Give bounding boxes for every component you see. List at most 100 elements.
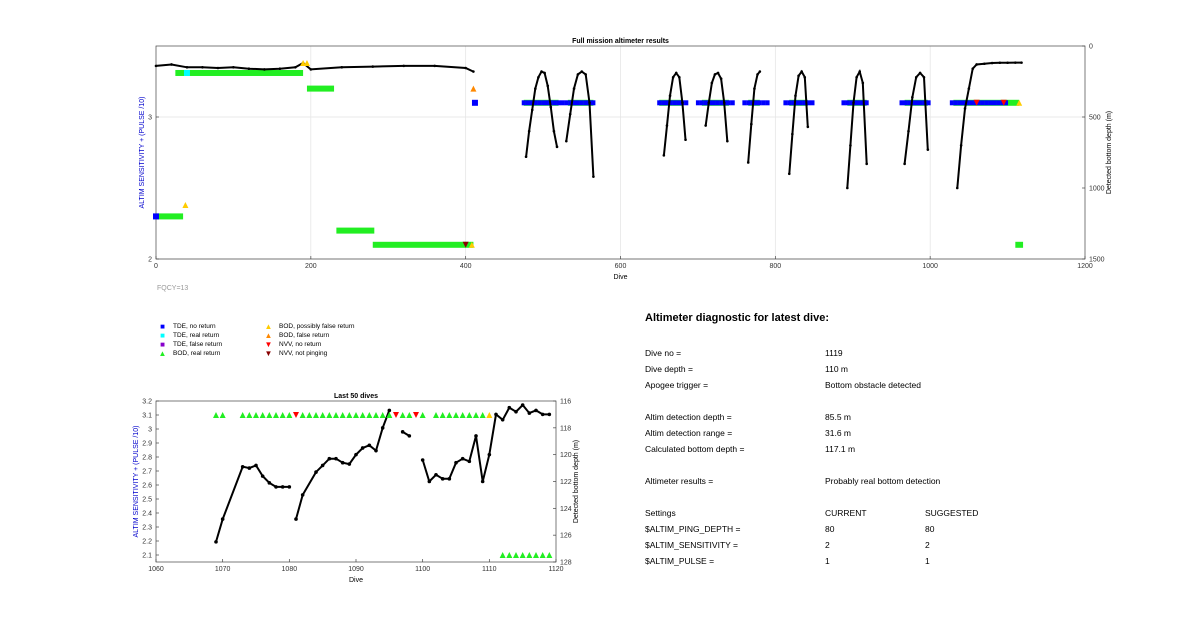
tde-no-return-marker [903,100,908,106]
y-tick-label: 2.1 [142,553,152,560]
depth-point [849,144,852,147]
setting-suggested: 1 [925,556,930,566]
depth-point [572,87,576,90]
depth-point [800,70,803,73]
marker-bod_real_return [359,412,366,418]
tde-no-return-marker [996,100,1001,106]
depth-point [668,94,672,97]
depth-point [434,472,438,477]
setting-label: $ALTIM_PING_DEPTH = [645,524,741,534]
depth-line [846,68,868,189]
depth-point [494,412,498,417]
tde-no-return-marker [537,100,542,106]
depth-point [678,75,681,79]
depth-point [803,75,807,79]
setting-suggested: 2 [925,540,930,550]
marker-bod_real_return [433,412,439,418]
tde-no-return-marker [575,100,580,106]
legend-item-tde-real-return: ■ TDE, real return [158,331,219,340]
marker-bod_real_return [519,552,526,558]
y2-tick-label: 120 [560,452,572,459]
settings-header-suggested: SUGGESTED [925,508,979,518]
marker-tde_no_return [471,99,478,106]
depth-point [959,144,963,147]
tde-no-return-marker [711,100,716,106]
depth-point [662,154,666,157]
legend-item-bod-false-return: ▲ BOD, false return [264,331,330,340]
depth-point [274,485,278,489]
bod-real-band [372,241,474,248]
legend-label: NVV, not pinging [279,350,328,357]
y2-tick-label: 124 [560,506,572,513]
tde-no-return-marker [976,100,981,106]
diagnostic-value: 110 m [825,364,848,374]
y2-tick-label: 500 [1089,115,1101,122]
tde-no-return-marker [761,100,766,106]
y-tick-label: 2.5 [142,497,152,504]
tde-no-return-marker [529,100,534,106]
depth-point [420,458,425,462]
plot-frame [155,400,557,563]
depth-point [547,412,552,417]
marker-bod_real_return [313,412,319,418]
tde-no-return-marker [953,100,958,106]
marker-bod_real_return [533,552,539,558]
depth-point [460,456,465,461]
marker-bod_real_return [539,552,546,558]
depth-point [220,517,225,521]
legend-label: BOD, false return [279,332,330,339]
depth-point [756,73,759,76]
depth-point [267,481,272,485]
depth-point [537,75,540,79]
y-tick-label: 3.1 [142,413,152,420]
x-tick-label: 1000 [922,263,938,270]
tde-no-return-marker [926,100,931,106]
marker-bod_possibly_false [468,241,475,248]
depth-point [540,412,545,417]
depth-point [280,485,285,489]
marker-bod_real_return [326,412,333,418]
tde-no-return-marker [552,100,557,106]
depth-point [247,67,251,71]
marker-tde_real_return [183,69,190,76]
depth-point [955,186,959,190]
tde-no-return-marker [742,100,747,106]
tde-no-return-marker [965,100,970,106]
depth-point [722,101,726,105]
x-tick-label: 1070 [215,566,231,573]
depth-point [983,62,986,66]
triangle-down-icon: ▼ [264,339,273,349]
tde-no-return-marker [757,100,762,106]
depth-line [662,71,687,156]
setting-label: $ALTIM_SENSITIVITY = [645,540,738,550]
tde-no-return-marker [918,100,923,106]
tde-no-return-marker [849,100,854,106]
depth-line [215,464,290,543]
tde-no-return-marker [907,100,912,106]
y-axis-label: ALTIM SENSITIVITY + (PULSE /10) [139,97,146,209]
depth-point [433,64,437,68]
depth-line [956,61,1022,189]
depth-point [447,477,452,481]
marker-nvv_no_return [293,412,299,418]
marker-nvv_no_return [1000,99,1007,106]
bod-real-band [1015,241,1024,248]
marker-bod_possibly_false [303,60,310,67]
marker-bod_real_return [506,552,513,558]
diagnostic-label: Altim detection range = [645,428,733,438]
depth-point [170,63,173,66]
marker-bod_real_return [379,412,386,418]
depth-point [527,411,532,415]
tde-no-return-marker [856,100,861,106]
diagnostic-label: Apogee trigger = [645,380,709,390]
setting-current: 2 [825,540,830,550]
depth-point [546,84,550,88]
tde-no-return-marker [661,100,666,106]
depth-point [314,470,318,474]
legend-label: BOD, real return [173,350,221,357]
depth-point [998,61,1002,65]
depth-point [584,73,587,76]
x-tick-label: 800 [769,263,781,270]
tde-no-return-marker [949,100,954,106]
depth-point [367,443,372,448]
